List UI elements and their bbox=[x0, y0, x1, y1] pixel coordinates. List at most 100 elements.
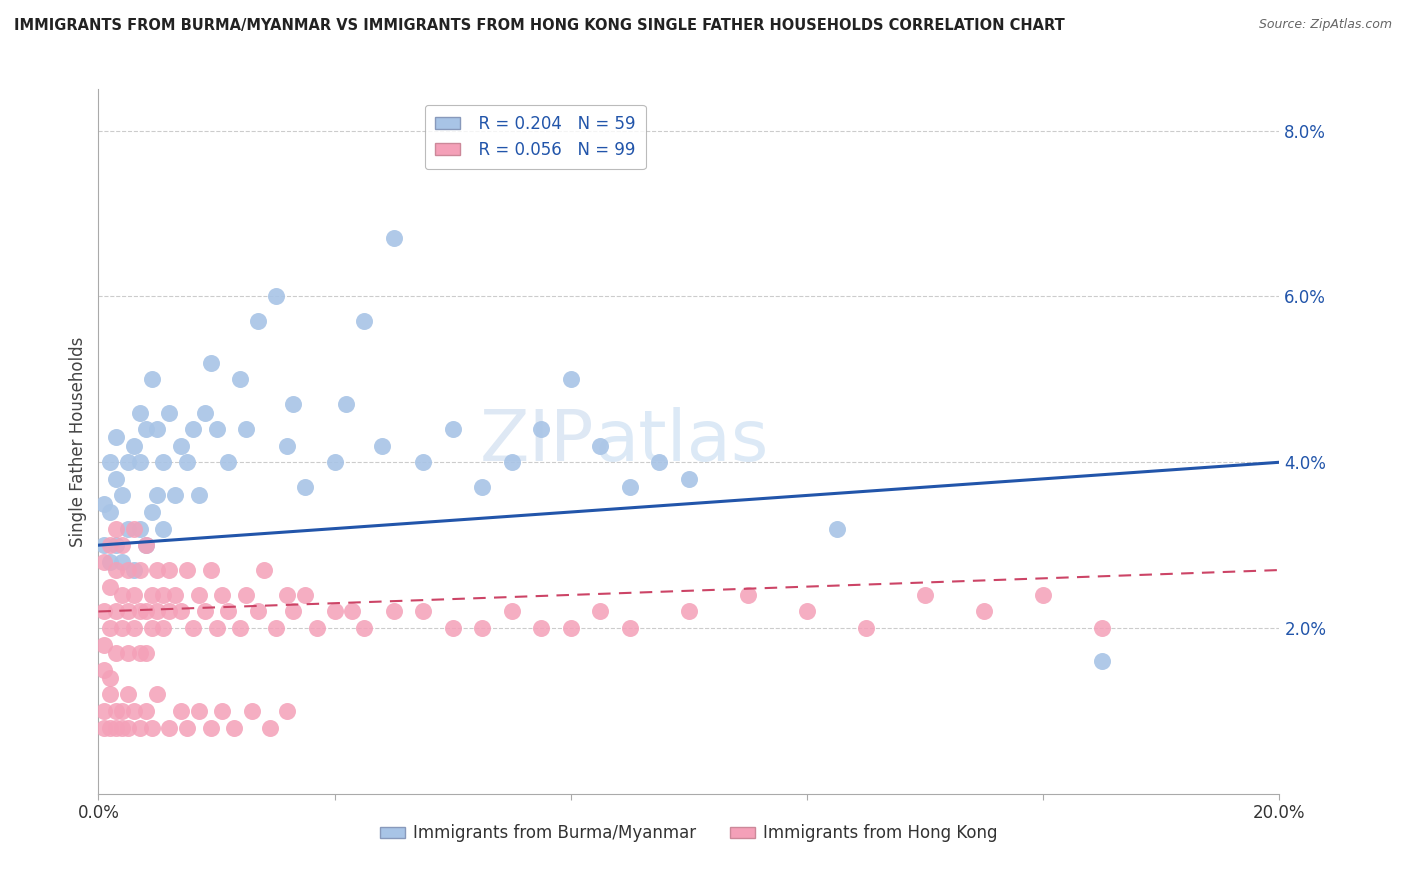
Point bbox=[276, 439, 298, 453]
Point bbox=[128, 563, 150, 577]
Point bbox=[98, 455, 121, 469]
Point bbox=[240, 704, 263, 718]
Point bbox=[530, 621, 553, 635]
Point bbox=[105, 472, 128, 486]
Point bbox=[229, 621, 252, 635]
Point bbox=[105, 538, 128, 552]
Point bbox=[323, 455, 346, 469]
Point bbox=[111, 555, 134, 569]
Point bbox=[181, 422, 204, 436]
Point bbox=[229, 372, 252, 386]
Point bbox=[93, 663, 115, 677]
Point bbox=[441, 621, 464, 635]
Point bbox=[157, 605, 180, 619]
Point bbox=[205, 422, 228, 436]
Point bbox=[105, 721, 128, 735]
Point bbox=[371, 439, 394, 453]
Point bbox=[200, 563, 222, 577]
Point bbox=[501, 455, 523, 469]
Point bbox=[93, 497, 115, 511]
Point bbox=[187, 488, 209, 502]
Point bbox=[176, 563, 198, 577]
Point bbox=[152, 522, 174, 536]
Point bbox=[105, 522, 128, 536]
Point bbox=[135, 538, 157, 552]
Point bbox=[176, 721, 198, 735]
Point bbox=[589, 605, 612, 619]
Point bbox=[135, 646, 157, 660]
Point bbox=[111, 721, 134, 735]
Point bbox=[737, 588, 759, 602]
Point bbox=[135, 704, 157, 718]
Point bbox=[146, 605, 169, 619]
Point bbox=[294, 588, 316, 602]
Point bbox=[122, 563, 145, 577]
Point bbox=[825, 522, 848, 536]
Point bbox=[382, 231, 405, 245]
Point bbox=[170, 605, 193, 619]
Point bbox=[146, 687, 169, 701]
Point bbox=[200, 721, 222, 735]
Point bbox=[170, 704, 193, 718]
Point bbox=[141, 588, 163, 602]
Point bbox=[128, 455, 150, 469]
Text: ZIP: ZIP bbox=[479, 407, 595, 476]
Point bbox=[914, 588, 936, 602]
Point bbox=[855, 621, 877, 635]
Point bbox=[117, 605, 139, 619]
Point bbox=[412, 455, 434, 469]
Point bbox=[128, 405, 150, 419]
Point bbox=[796, 605, 818, 619]
Point bbox=[619, 621, 641, 635]
Point bbox=[259, 721, 281, 735]
Point bbox=[141, 372, 163, 386]
Point bbox=[93, 721, 115, 735]
Point bbox=[128, 605, 150, 619]
Point bbox=[141, 621, 163, 635]
Text: IMMIGRANTS FROM BURMA/MYANMAR VS IMMIGRANTS FROM HONG KONG SINGLE FATHER HOUSEHO: IMMIGRANTS FROM BURMA/MYANMAR VS IMMIGRA… bbox=[14, 18, 1064, 33]
Point bbox=[1091, 621, 1114, 635]
Legend: Immigrants from Burma/Myanmar, Immigrants from Hong Kong: Immigrants from Burma/Myanmar, Immigrant… bbox=[374, 818, 1004, 849]
Point bbox=[200, 356, 222, 370]
Point bbox=[98, 555, 121, 569]
Point bbox=[128, 522, 150, 536]
Point bbox=[441, 422, 464, 436]
Point bbox=[323, 605, 346, 619]
Point bbox=[98, 687, 121, 701]
Point bbox=[194, 605, 217, 619]
Point bbox=[246, 314, 269, 328]
Point bbox=[412, 605, 434, 619]
Point bbox=[170, 439, 193, 453]
Point bbox=[217, 605, 239, 619]
Point bbox=[146, 563, 169, 577]
Point bbox=[678, 472, 700, 486]
Point bbox=[235, 422, 257, 436]
Point bbox=[187, 588, 209, 602]
Point bbox=[111, 538, 134, 552]
Point bbox=[98, 671, 121, 685]
Point bbox=[122, 704, 145, 718]
Point bbox=[165, 588, 187, 602]
Point bbox=[105, 605, 128, 619]
Point bbox=[128, 646, 150, 660]
Point bbox=[157, 563, 180, 577]
Point bbox=[353, 314, 375, 328]
Point bbox=[335, 397, 357, 411]
Y-axis label: Single Father Households: Single Father Households bbox=[69, 336, 87, 547]
Point bbox=[276, 704, 298, 718]
Point bbox=[117, 721, 139, 735]
Point bbox=[93, 605, 115, 619]
Point bbox=[342, 605, 364, 619]
Point bbox=[205, 621, 228, 635]
Point bbox=[246, 605, 269, 619]
Point bbox=[152, 455, 174, 469]
Point bbox=[98, 580, 121, 594]
Point bbox=[111, 488, 134, 502]
Point bbox=[224, 721, 246, 735]
Point bbox=[93, 638, 115, 652]
Point bbox=[973, 605, 995, 619]
Point bbox=[253, 563, 276, 577]
Point bbox=[146, 488, 169, 502]
Point bbox=[648, 455, 671, 469]
Point bbox=[1032, 588, 1054, 602]
